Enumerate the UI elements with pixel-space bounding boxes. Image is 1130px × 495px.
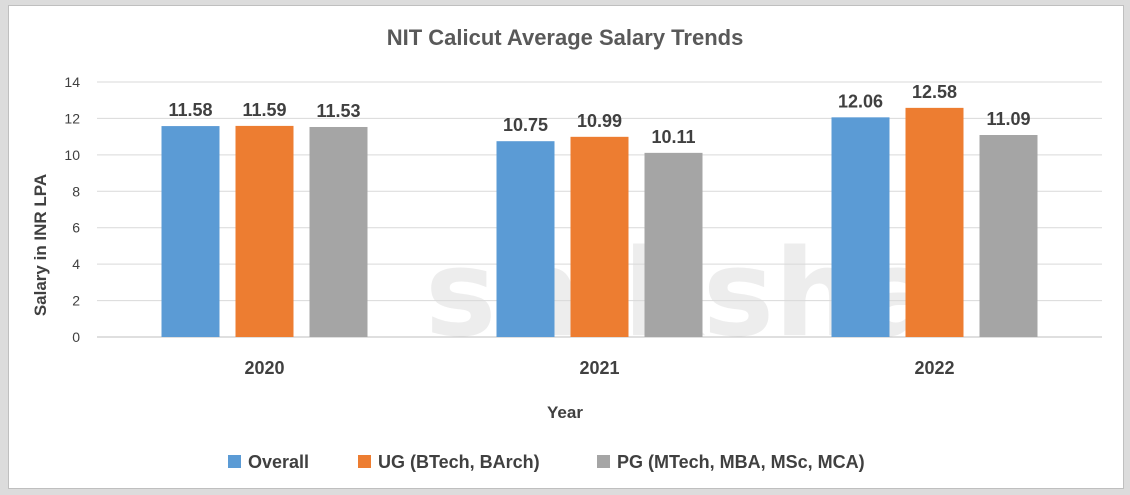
data-labels: 11.58 11.59 11.53 10.75 10.99 10.11 12.06 12.58… (168, 82, 1030, 147)
bar-2020-series-0 (161, 126, 220, 337)
bar-2022-series-1 (905, 107, 964, 337)
bar-2020-series-1 (235, 125, 294, 338)
data-label: 11.59 (242, 100, 286, 120)
bar-2020-series-2 (309, 126, 368, 337)
data-label: 11.58 (168, 100, 212, 120)
bar-2022-series-0 (831, 117, 890, 337)
y-tick-label: 14 (64, 74, 80, 90)
y-tick-label: 6 (72, 220, 80, 236)
y-tick-label: 4 (72, 256, 80, 272)
legend-swatch (358, 455, 371, 468)
y-tick-label: 10 (64, 147, 80, 163)
x-category-label: 2021 (579, 358, 619, 378)
bar-2022-series-2 (979, 135, 1038, 337)
data-label: 10.11 (651, 127, 695, 147)
y-tick-label: 8 (72, 183, 80, 199)
legend-label: PG (MTech, MBA, MSc, MCA) (617, 452, 865, 472)
data-label: 12.58 (912, 82, 957, 102)
bar-2021-series-2 (644, 152, 703, 337)
data-label: 12.06 (838, 91, 883, 111)
data-label: 10.75 (503, 115, 548, 135)
x-category-labels: 2020 2021 2022 (244, 358, 954, 378)
bar-2021-series-1 (570, 136, 629, 337)
x-category-label: 2020 (244, 358, 284, 378)
data-label: 11.53 (316, 101, 360, 121)
y-axis-label: Salary in INR LPA (31, 174, 50, 316)
y-tick-labels: 0 2 4 6 8 10 12 14 (64, 74, 80, 345)
y-tick-label: 0 (72, 329, 80, 345)
legend-label: UG (BTech, BArch) (378, 452, 540, 472)
data-label: 11.09 (986, 109, 1030, 129)
x-category-label: 2022 (914, 358, 954, 378)
x-axis-label: Year (547, 403, 583, 422)
legend-label: Overall (248, 452, 309, 472)
y-tick-label: 12 (64, 110, 80, 126)
legend-swatch (597, 455, 610, 468)
chart-title: NIT Calicut Average Salary Trends (387, 25, 744, 50)
data-label: 10.99 (577, 111, 622, 131)
bars-group (161, 107, 1038, 338)
y-tick-label: 2 (72, 293, 80, 309)
legend-swatch (228, 455, 241, 468)
legend: Overall UG (BTech, BArch) PG (MTech, MBA, … (228, 452, 865, 472)
bar-2021-series-0 (496, 141, 555, 337)
